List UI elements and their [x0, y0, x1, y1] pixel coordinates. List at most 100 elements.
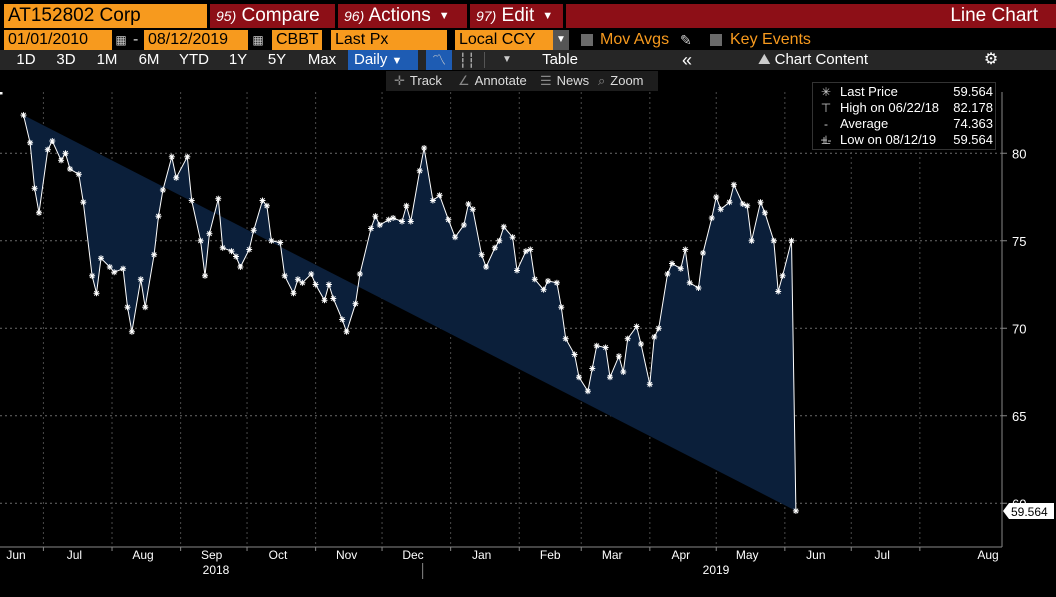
data-point-marker	[159, 187, 166, 193]
end-date-field[interactable]: 08/12/2019	[144, 30, 248, 50]
data-point-marker	[700, 250, 706, 256]
marker-stroke	[107, 264, 113, 270]
chart-legend[interactable]: ✳ Last Price 59.564 ⊤ High on 06/22/18 8…	[812, 82, 996, 150]
annotate-label: Annotate	[474, 73, 527, 88]
marker-stroke	[173, 175, 179, 181]
security-ticker-field[interactable]: AT152802 Corp	[4, 4, 207, 28]
candle-style-icon[interactable]: ┆┆	[458, 52, 476, 68]
x-tick-label: Aug	[977, 548, 998, 562]
marker-stroke	[138, 276, 144, 282]
legend-label: Last Price	[840, 84, 898, 99]
field-select[interactable]: Last Px	[331, 30, 447, 50]
line-style-icon[interactable]: 〽	[426, 50, 452, 70]
data-point-marker	[352, 300, 359, 307]
key-events-checkbox[interactable]	[710, 34, 722, 46]
marker-stroke	[669, 260, 675, 267]
data-point-marker	[281, 272, 288, 279]
currency-dropdown-button[interactable]: ▼	[553, 30, 569, 50]
marker-stroke	[251, 227, 257, 233]
legend-average: -+- Average 74.363	[813, 116, 997, 147]
marker-stroke	[678, 266, 684, 272]
price-chart[interactable]: 6065707580 JunJulAugSepOctNovDecJanFebMa…	[0, 92, 1056, 597]
currency-select[interactable]: Local CCY	[455, 30, 553, 50]
marker-stroke	[169, 154, 175, 160]
range-max-button[interactable]: Max	[307, 51, 337, 68]
pencil-icon[interactable]: ✎	[680, 32, 692, 48]
marker-stroke	[111, 269, 117, 275]
news-label: News	[556, 73, 590, 88]
marker-stroke	[32, 185, 38, 191]
data-point-marker	[308, 271, 315, 277]
calendar-icon[interactable]: ▦	[252, 33, 264, 47]
data-point-marker	[80, 199, 87, 206]
marker-stroke	[607, 374, 613, 380]
actions-button[interactable]: 96) Actions ▼	[338, 4, 467, 28]
chart-content-button[interactable]: ⛰ Chart Content	[758, 50, 868, 70]
price-area	[23, 115, 796, 511]
data-point-marker	[27, 139, 34, 146]
chevron-down-icon: ▼	[542, 10, 554, 22]
edit-button[interactable]: 97) Edit ▼	[470, 4, 563, 28]
chevron-down-icon[interactable]: ▼	[502, 54, 512, 65]
data-point-marker	[321, 297, 328, 304]
marker-stroke	[277, 239, 283, 246]
data-point-marker	[142, 304, 149, 311]
source-field[interactable]: CBBT	[272, 30, 322, 50]
data-point-marker	[197, 237, 204, 244]
marker-stroke	[726, 199, 733, 205]
range-1d-button[interactable]: 1D	[16, 51, 36, 68]
data-point-marker	[589, 365, 596, 372]
data-point-marker	[407, 218, 414, 225]
data-point-marker	[686, 279, 693, 286]
data-point-marker	[483, 264, 490, 270]
data-point-marker	[151, 251, 158, 258]
track-button[interactable]: ✛ Track	[394, 71, 442, 91]
marker-stroke	[656, 325, 662, 331]
marker-stroke	[45, 147, 51, 153]
range-ytd-button[interactable]: YTD	[179, 51, 209, 68]
range-5y-button[interactable]: 5Y	[267, 51, 287, 68]
data-point-marker	[761, 209, 768, 216]
marker-stroke	[36, 210, 42, 216]
marker-stroke	[124, 304, 131, 310]
data-point-marker	[726, 199, 733, 206]
data-point-marker	[368, 225, 374, 232]
data-point-marker	[655, 325, 662, 332]
legend-label: Average	[840, 116, 889, 131]
marker-stroke	[80, 199, 86, 205]
range-3d-button[interactable]: 3D	[56, 51, 76, 68]
annotate-button[interactable]: ∠ Annotate	[458, 71, 527, 91]
range-1y-button[interactable]: 1Y	[228, 51, 248, 68]
mov-avgs-checkbox[interactable]	[581, 34, 593, 46]
news-button[interactable]: ☰ News	[540, 71, 589, 91]
marker-stroke	[93, 290, 100, 296]
marker-stroke	[744, 203, 750, 209]
collapse-left-icon[interactable]: «	[681, 50, 692, 70]
range-1m-button[interactable]: 1M	[96, 51, 118, 68]
marker-stroke	[313, 281, 319, 288]
periodicity-select[interactable]: Daily ▼	[348, 50, 418, 70]
data-point-marker	[695, 285, 702, 291]
marker-stroke	[740, 201, 746, 207]
gear-icon[interactable]: ⚙	[983, 51, 999, 68]
table-button[interactable]: Table	[542, 51, 578, 68]
data-point-marker	[343, 328, 350, 335]
compare-button[interactable]: 95) Compare	[210, 4, 335, 28]
marker-stroke	[510, 234, 516, 240]
marker-stroke	[0, 92, 3, 95]
zoom-button[interactable]: ⌕ Zoom	[598, 71, 644, 91]
chart-content-label: Chart Content	[774, 51, 868, 68]
calendar-icon[interactable]: ▦	[115, 33, 127, 47]
data-point-marker	[58, 157, 65, 164]
x-tick-label: Jul	[67, 548, 82, 562]
marker-stroke	[129, 329, 135, 335]
data-point-marker	[545, 278, 551, 284]
data-point-marker	[106, 264, 113, 270]
data-point-marker	[246, 246, 253, 253]
edit-num: 97)	[476, 8, 497, 24]
data-point-marker	[429, 197, 436, 204]
marker-stroke	[713, 194, 719, 200]
start-date-field[interactable]: 01/01/2010	[4, 30, 112, 50]
chart-type-title: Line Chart	[566, 4, 1056, 28]
range-6m-button[interactable]: 6M	[138, 51, 160, 68]
